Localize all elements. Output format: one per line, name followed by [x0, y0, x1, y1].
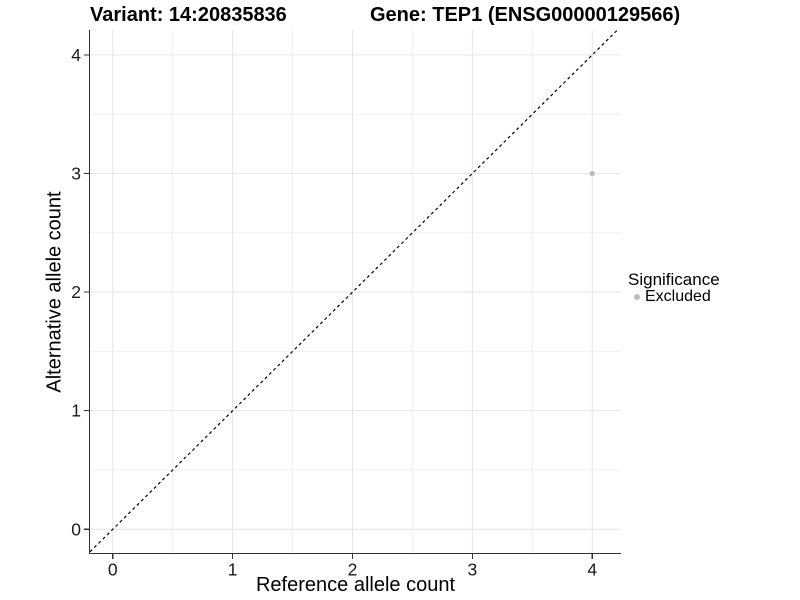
x-axis-label: Reference allele count — [255, 574, 455, 596]
plot-title-gene: Gene: TEP1 (ENSG00000129566) — [370, 4, 681, 26]
legend-item: Excluded — [628, 289, 720, 305]
legend-key-point-icon — [634, 294, 640, 300]
x-tick-label: 3 — [468, 560, 478, 580]
legend-item-label: Excluded — [645, 288, 711, 305]
x-tick-label: 4 — [587, 560, 597, 580]
y-tick-label: 3 — [71, 163, 81, 183]
x-tick-label: 1 — [228, 560, 238, 580]
legend: Significance Excluded — [628, 270, 720, 305]
y-tick-label: 2 — [71, 282, 81, 302]
y-tick-label: 0 — [71, 519, 81, 539]
legend-items: Excluded — [628, 289, 720, 305]
data-point — [589, 170, 595, 177]
x-tick-label: 0 — [108, 560, 118, 580]
y-tick-label: 1 — [71, 401, 81, 421]
y-tick-label: 4 — [71, 45, 81, 65]
identity-line — [89, 29, 618, 553]
x-tick-label: 2 — [348, 560, 358, 580]
legend-title: Significance — [628, 270, 720, 289]
y-axis-label: Alternative allele count — [43, 191, 66, 393]
plot-title-variant: Variant: 14:20835836 — [90, 4, 287, 26]
